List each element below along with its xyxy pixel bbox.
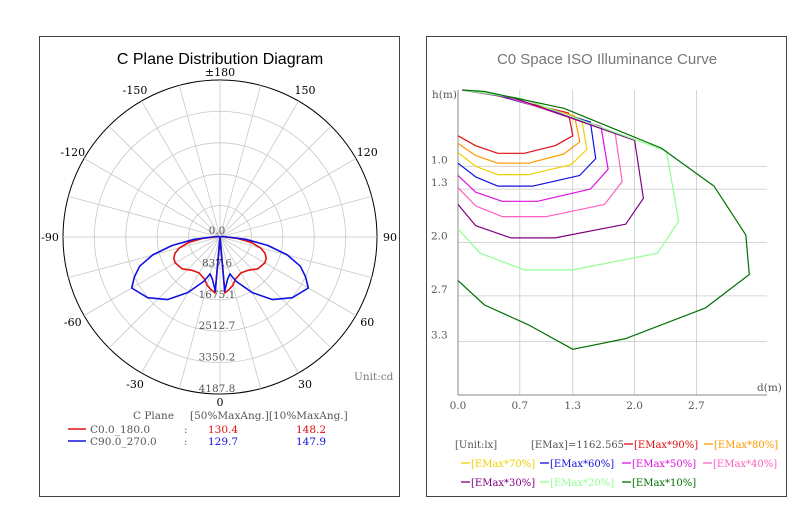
legend-value-50: 130.4 [208,424,238,436]
iso-curve [457,89,609,202]
legend-series-name: C0.0_180.0 [90,424,150,436]
spoke-line [219,236,299,374]
series-line [130,235,310,301]
unit-label: Unit:cd [354,371,394,383]
radial-tick-label: 1675.1 [199,289,236,301]
y-tick-label: 3.3 [431,330,448,342]
x-tick-label: 0.0 [450,400,467,412]
x-axis-label: d(m) [757,382,782,394]
c-plane-panel: C Plane Distribution Diagram ±180 -150 150 -… [39,36,400,497]
spoke-line [68,195,221,238]
chart-title: C0 Space ISO Illuminance Curve [497,51,717,68]
legend-series-name: [EMax*80%] [714,440,778,451]
spoke-line [219,85,262,238]
spoke-line [219,195,372,238]
spoke-line [68,236,221,279]
legend-header-angles: [50%MaxAng.][10%MaxAng.] [190,410,348,422]
angle-tick-label: 0 [217,396,224,409]
angle-tick-label: -150 [123,84,148,97]
angle-tick-label: ±180 [205,66,235,79]
spoke-line [219,236,332,349]
iso-curve [457,89,644,239]
legend-value-10: 148.2 [296,424,326,436]
spoke-line [108,125,221,238]
legend-header-plane: C Plane [133,410,174,422]
iso-curve [457,89,623,218]
legend-separator: : [184,436,188,448]
spoke-line [219,100,299,238]
legend-value-10: 147.9 [296,436,326,448]
angle-tick-label: 30 [298,378,312,391]
legend-series-name: [EMax*20%] [550,478,614,489]
y-tick-label: 2.0 [431,231,448,243]
iso-illuminance-panel: C0 Space ISO Illuminance Curve 0.0 0.7 1.3 2… [426,36,787,497]
spoke-line [219,236,262,389]
angle-tick-label: 60 [360,316,374,329]
angle-tick-label: -120 [60,146,85,159]
legend-series-name: C90.0_270.0 [90,436,157,448]
c-plane-chart: C Plane Distribution Diagram±180 -150 150 -… [41,51,397,448]
y-tick-label: 1.0 [431,154,448,166]
y-axis-label: h(m) [432,89,457,101]
y-tick-label: 1.3 [431,177,448,189]
legend-value-50: 129.7 [208,436,238,448]
radial-tick-label: 0.0 [209,225,226,237]
iso-curve [457,89,597,187]
radial-tick-label: 4187.8 [199,383,236,395]
angle-tick-label: -30 [126,378,144,391]
x-tick-label: 1.3 [564,400,581,412]
spoke-line [83,158,221,238]
angle-tick-label: 90 [383,231,397,244]
spoke-line [178,236,221,389]
x-tick-label: 2.7 [688,400,705,412]
legend-series-name: [EMax*60%] [550,459,614,470]
x-tick-label: 0.7 [511,400,528,412]
spoke-line [108,236,221,349]
legend-separator: : [184,424,188,436]
spoke-line [178,85,221,238]
spoke-line [83,236,221,316]
spoke-line [141,100,221,238]
legend-series-name: [EMax*30%] [471,478,535,489]
legend-emax: [EMax]=1162.565 [531,440,624,451]
angle-tick-label: -90 [41,231,59,244]
y-tick-label: 2.7 [431,284,448,296]
spoke-line [219,125,332,238]
iso-illuminance-chart: C0 Space ISO Illuminance Curve 0.0 0.7 1.3 2… [431,51,782,489]
iso-curve [457,89,680,271]
legend-series-name: [EMax*50%] [632,459,696,470]
spoke-line [219,158,357,238]
radial-tick-label: 2512.7 [199,320,236,332]
angle-tick-label: 120 [357,146,378,159]
angle-tick-label: 150 [295,84,316,97]
spoke-line [219,236,372,279]
legend-series-name: [EMax*40%] [713,459,777,470]
legend-series-name: [EMax*70%] [471,459,535,470]
chart-title: C Plane Distribution Diagram [117,51,323,68]
angle-tick-label: -60 [64,316,82,329]
legend-unit: [Unit:lx] [455,440,497,451]
spoke-line [141,236,221,374]
legend-series-name: [EMax*90%] [634,440,698,451]
iso-curve [457,89,750,350]
radial-tick-label: 3350.2 [199,352,236,364]
x-tick-label: 2.0 [626,400,643,412]
spoke-line [219,236,357,316]
legend-series-name: [EMax*10%] [632,478,696,489]
